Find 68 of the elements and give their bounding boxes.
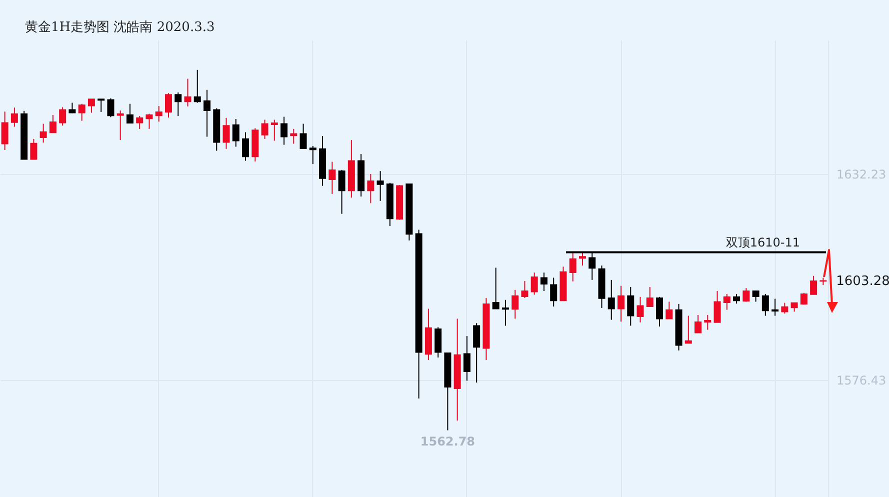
candlestick	[136, 116, 144, 130]
candlestick	[781, 302, 788, 314]
candlestick	[1, 111, 8, 151]
candlestick	[646, 286, 654, 308]
candlestick	[270, 119, 278, 142]
candlestick	[694, 314, 702, 334]
candlestick	[40, 123, 47, 144]
chart-title: 黄金1H走势图 沈皓南 2020.3.3	[25, 20, 215, 35]
candlestick	[88, 98, 95, 114]
candlestick	[59, 106, 66, 126]
candlestick	[280, 116, 288, 146]
candlestick	[184, 78, 192, 107]
candlestick	[232, 118, 240, 148]
candlestick	[222, 117, 230, 150]
candlestick	[714, 290, 721, 323]
candlestick	[723, 293, 730, 310]
candlestick	[627, 286, 634, 326]
candlestick	[10, 107, 18, 128]
candlestick	[569, 252, 576, 282]
candlestick	[752, 290, 760, 302]
candlestick	[49, 114, 56, 134]
candlestick	[656, 296, 664, 327]
candlestick	[463, 336, 470, 382]
candlestick	[98, 98, 105, 112]
candlestick	[618, 285, 624, 322]
candlestick	[290, 128, 298, 144]
candlestick	[521, 280, 528, 299]
candlestick	[155, 106, 162, 122]
candlestick	[204, 89, 210, 138]
candlestick	[116, 110, 124, 141]
candlestick	[126, 103, 134, 124]
candlestick	[30, 138, 38, 160]
candlestick	[578, 251, 586, 266]
candlestick	[704, 314, 712, 330]
candlestick	[261, 119, 268, 140]
candlestick	[328, 161, 336, 194]
candlestick	[78, 103, 86, 122]
candlestick	[194, 69, 201, 104]
candlestick	[512, 289, 519, 320]
candlestick	[367, 174, 374, 204]
candlestick	[473, 322, 480, 384]
candlestick	[550, 277, 558, 308]
candlestick	[733, 293, 740, 304]
candlestick	[146, 113, 153, 130]
candlestick	[666, 301, 673, 320]
candlestick	[742, 288, 750, 302]
text: 1603.28	[836, 274, 889, 289]
candlestick	[242, 132, 250, 162]
candlestick	[540, 272, 548, 292]
annotation: 1562.78	[420, 434, 476, 448]
candlestick	[772, 298, 779, 316]
candlestick	[810, 275, 818, 296]
candlestick	[164, 92, 172, 118]
candlestick	[309, 145, 316, 165]
candlestick	[684, 315, 692, 344]
candlestick	[338, 169, 346, 214]
candlestick	[434, 326, 442, 358]
candlestick	[107, 98, 114, 118]
candlestick	[530, 272, 538, 296]
candlestick	[762, 293, 769, 316]
candlestick	[376, 170, 384, 202]
candlestick	[174, 92, 182, 117]
candlestick	[492, 267, 500, 310]
candlestick	[636, 296, 644, 323]
ref-line-label: 双顶1610-11	[726, 235, 800, 250]
candlestick	[608, 279, 615, 320]
candlestick	[502, 299, 509, 326]
candlestick	[300, 123, 307, 150]
